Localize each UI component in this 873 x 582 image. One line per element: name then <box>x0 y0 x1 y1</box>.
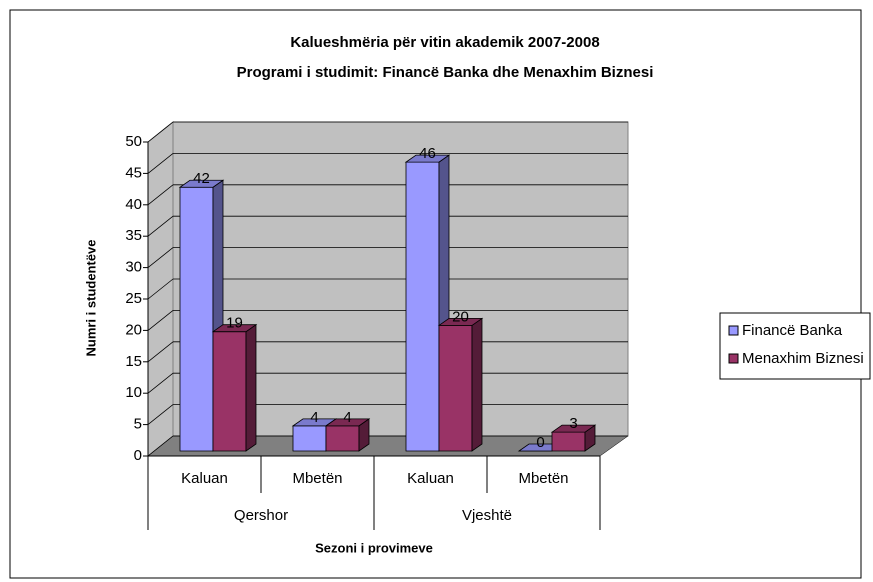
group-label: Vjeshtë <box>462 507 512 524</box>
grid-line-side <box>147 153 174 174</box>
value-label: 19 <box>226 315 243 332</box>
bar-front <box>405 161 440 452</box>
bar <box>211 323 258 452</box>
chart-subtitle: Programi i studimit: Financë Banka dhe M… <box>237 64 654 81</box>
x-tick-label: Kaluan <box>181 470 228 487</box>
bar <box>324 418 371 452</box>
y-tick-label: 45 <box>125 164 142 181</box>
bar-front <box>551 431 586 452</box>
value-label: 4 <box>343 409 351 426</box>
value-label: 20 <box>452 308 469 325</box>
x-tick-label: Mbetën <box>292 470 342 487</box>
y-tick-label: 40 <box>125 196 142 213</box>
y-tick-label: 10 <box>125 384 142 401</box>
grid-line-side <box>147 121 174 143</box>
y-tick-label: 20 <box>125 321 142 338</box>
grid-line-side <box>147 184 174 206</box>
bar-front <box>325 425 360 452</box>
group-label: Qershor <box>234 507 288 524</box>
grid-line-side <box>147 278 174 300</box>
legend-label: Financë Banka <box>742 322 843 339</box>
bar-top <box>178 179 225 188</box>
x-tick-label: Mbetën <box>518 470 568 487</box>
legend-label: Menaxhim Biznesi <box>742 350 864 367</box>
bar-top <box>404 154 451 163</box>
y-tick-label: 50 <box>125 133 142 150</box>
legend-swatch <box>728 325 739 336</box>
y-tick-label: 30 <box>125 259 142 276</box>
grid-line-side <box>147 372 174 394</box>
grid-line-side <box>147 310 174 331</box>
bar-top <box>437 317 484 326</box>
bar-side <box>245 323 257 452</box>
value-label: 46 <box>419 145 436 162</box>
value-label: 42 <box>193 170 210 187</box>
y-tick-label: 0 <box>134 447 142 464</box>
grid-line-side <box>147 404 174 425</box>
grid-line-side <box>147 341 174 363</box>
bar-side <box>471 317 483 452</box>
bar-front <box>292 425 327 452</box>
bar <box>437 317 484 452</box>
bar-top <box>211 324 258 333</box>
bar-top <box>324 418 371 427</box>
y-tick-label: 25 <box>125 290 142 307</box>
value-label: 0 <box>536 434 544 451</box>
grid-line-side <box>147 435 174 457</box>
chart-title: Kalueshmëria për vitin akademik 2007-200… <box>290 34 599 51</box>
y-tick-label: 15 <box>125 353 142 370</box>
y-tick-label: 35 <box>125 227 142 244</box>
x-axis-title: Sezoni i provimeve <box>315 540 433 555</box>
y-tick-label: 5 <box>134 416 142 433</box>
bar-top <box>550 424 597 433</box>
value-label: 3 <box>569 415 577 432</box>
legend-box <box>719 312 871 380</box>
value-label: 4 <box>310 409 318 426</box>
grid-line-side <box>147 247 174 268</box>
legend-swatch <box>728 353 739 364</box>
x-tick-label: Kaluan <box>407 470 454 487</box>
bar <box>550 424 597 452</box>
bar-front <box>438 324 473 452</box>
y-axis-title: Numri i studentëve <box>83 239 98 356</box>
bar-front <box>179 186 214 452</box>
grid-line-side <box>147 215 174 237</box>
bar-front <box>212 331 247 452</box>
